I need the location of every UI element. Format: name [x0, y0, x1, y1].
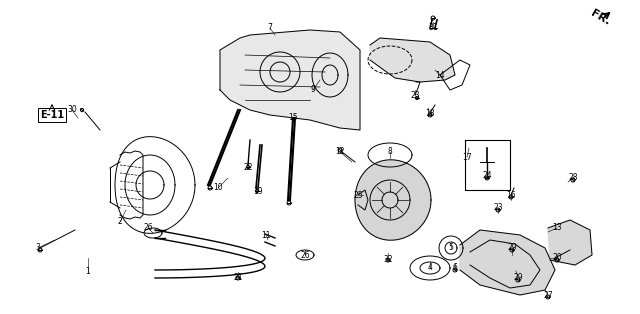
Text: 8: 8 — [388, 148, 392, 156]
Polygon shape — [460, 230, 555, 295]
Text: 7: 7 — [268, 24, 273, 33]
Polygon shape — [355, 160, 431, 240]
Polygon shape — [220, 30, 360, 130]
Text: 6: 6 — [452, 263, 458, 273]
Text: 17: 17 — [462, 153, 472, 161]
Text: 24: 24 — [482, 171, 492, 180]
Text: 19: 19 — [253, 187, 263, 197]
Text: 26: 26 — [143, 224, 153, 232]
Text: 11: 11 — [261, 230, 271, 240]
Text: 23: 23 — [493, 203, 503, 213]
Text: 10: 10 — [213, 183, 223, 192]
Text: 29: 29 — [513, 273, 523, 283]
Text: 5: 5 — [449, 243, 453, 252]
Text: 16: 16 — [506, 191, 516, 199]
Polygon shape — [548, 220, 592, 265]
Text: 31: 31 — [428, 24, 438, 33]
Text: 20: 20 — [552, 253, 562, 263]
Polygon shape — [370, 38, 455, 82]
Text: 30: 30 — [67, 106, 77, 115]
Text: 2: 2 — [118, 218, 122, 226]
Text: 13: 13 — [552, 224, 562, 232]
Text: 3: 3 — [36, 243, 40, 252]
Text: 23: 23 — [410, 90, 420, 100]
Text: 32: 32 — [383, 256, 393, 264]
Text: 4: 4 — [428, 263, 433, 273]
Text: 21: 21 — [233, 273, 243, 283]
Text: FR.: FR. — [589, 8, 611, 27]
Text: 9: 9 — [310, 85, 316, 95]
Text: 18: 18 — [425, 109, 435, 117]
Text: 22: 22 — [243, 164, 253, 172]
Text: E-11: E-11 — [40, 110, 64, 120]
Text: 1: 1 — [86, 268, 90, 277]
Text: 29: 29 — [507, 243, 517, 252]
Text: 26: 26 — [300, 251, 310, 259]
Text: 14: 14 — [435, 71, 445, 79]
Text: 28: 28 — [568, 174, 578, 182]
Text: 27: 27 — [543, 290, 553, 300]
Text: 15: 15 — [288, 113, 298, 122]
Text: 12: 12 — [335, 148, 345, 156]
Text: 25: 25 — [353, 191, 363, 199]
